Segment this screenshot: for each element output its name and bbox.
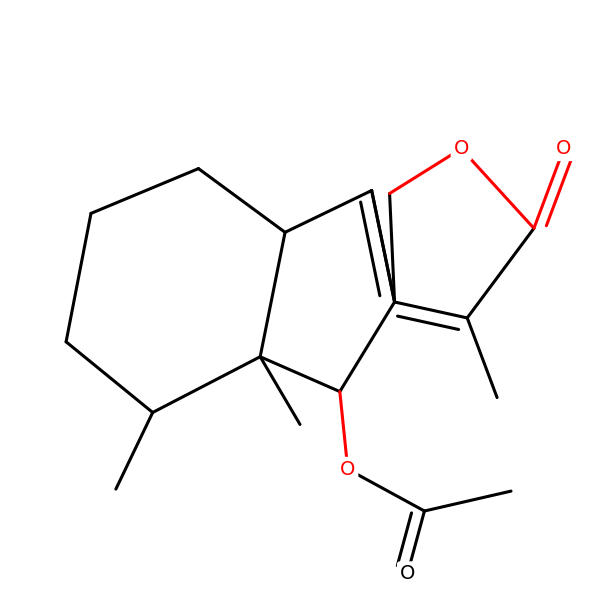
Text: O: O [454,139,469,158]
Text: O: O [556,139,571,158]
Text: O: O [400,564,415,583]
Text: O: O [340,460,355,479]
